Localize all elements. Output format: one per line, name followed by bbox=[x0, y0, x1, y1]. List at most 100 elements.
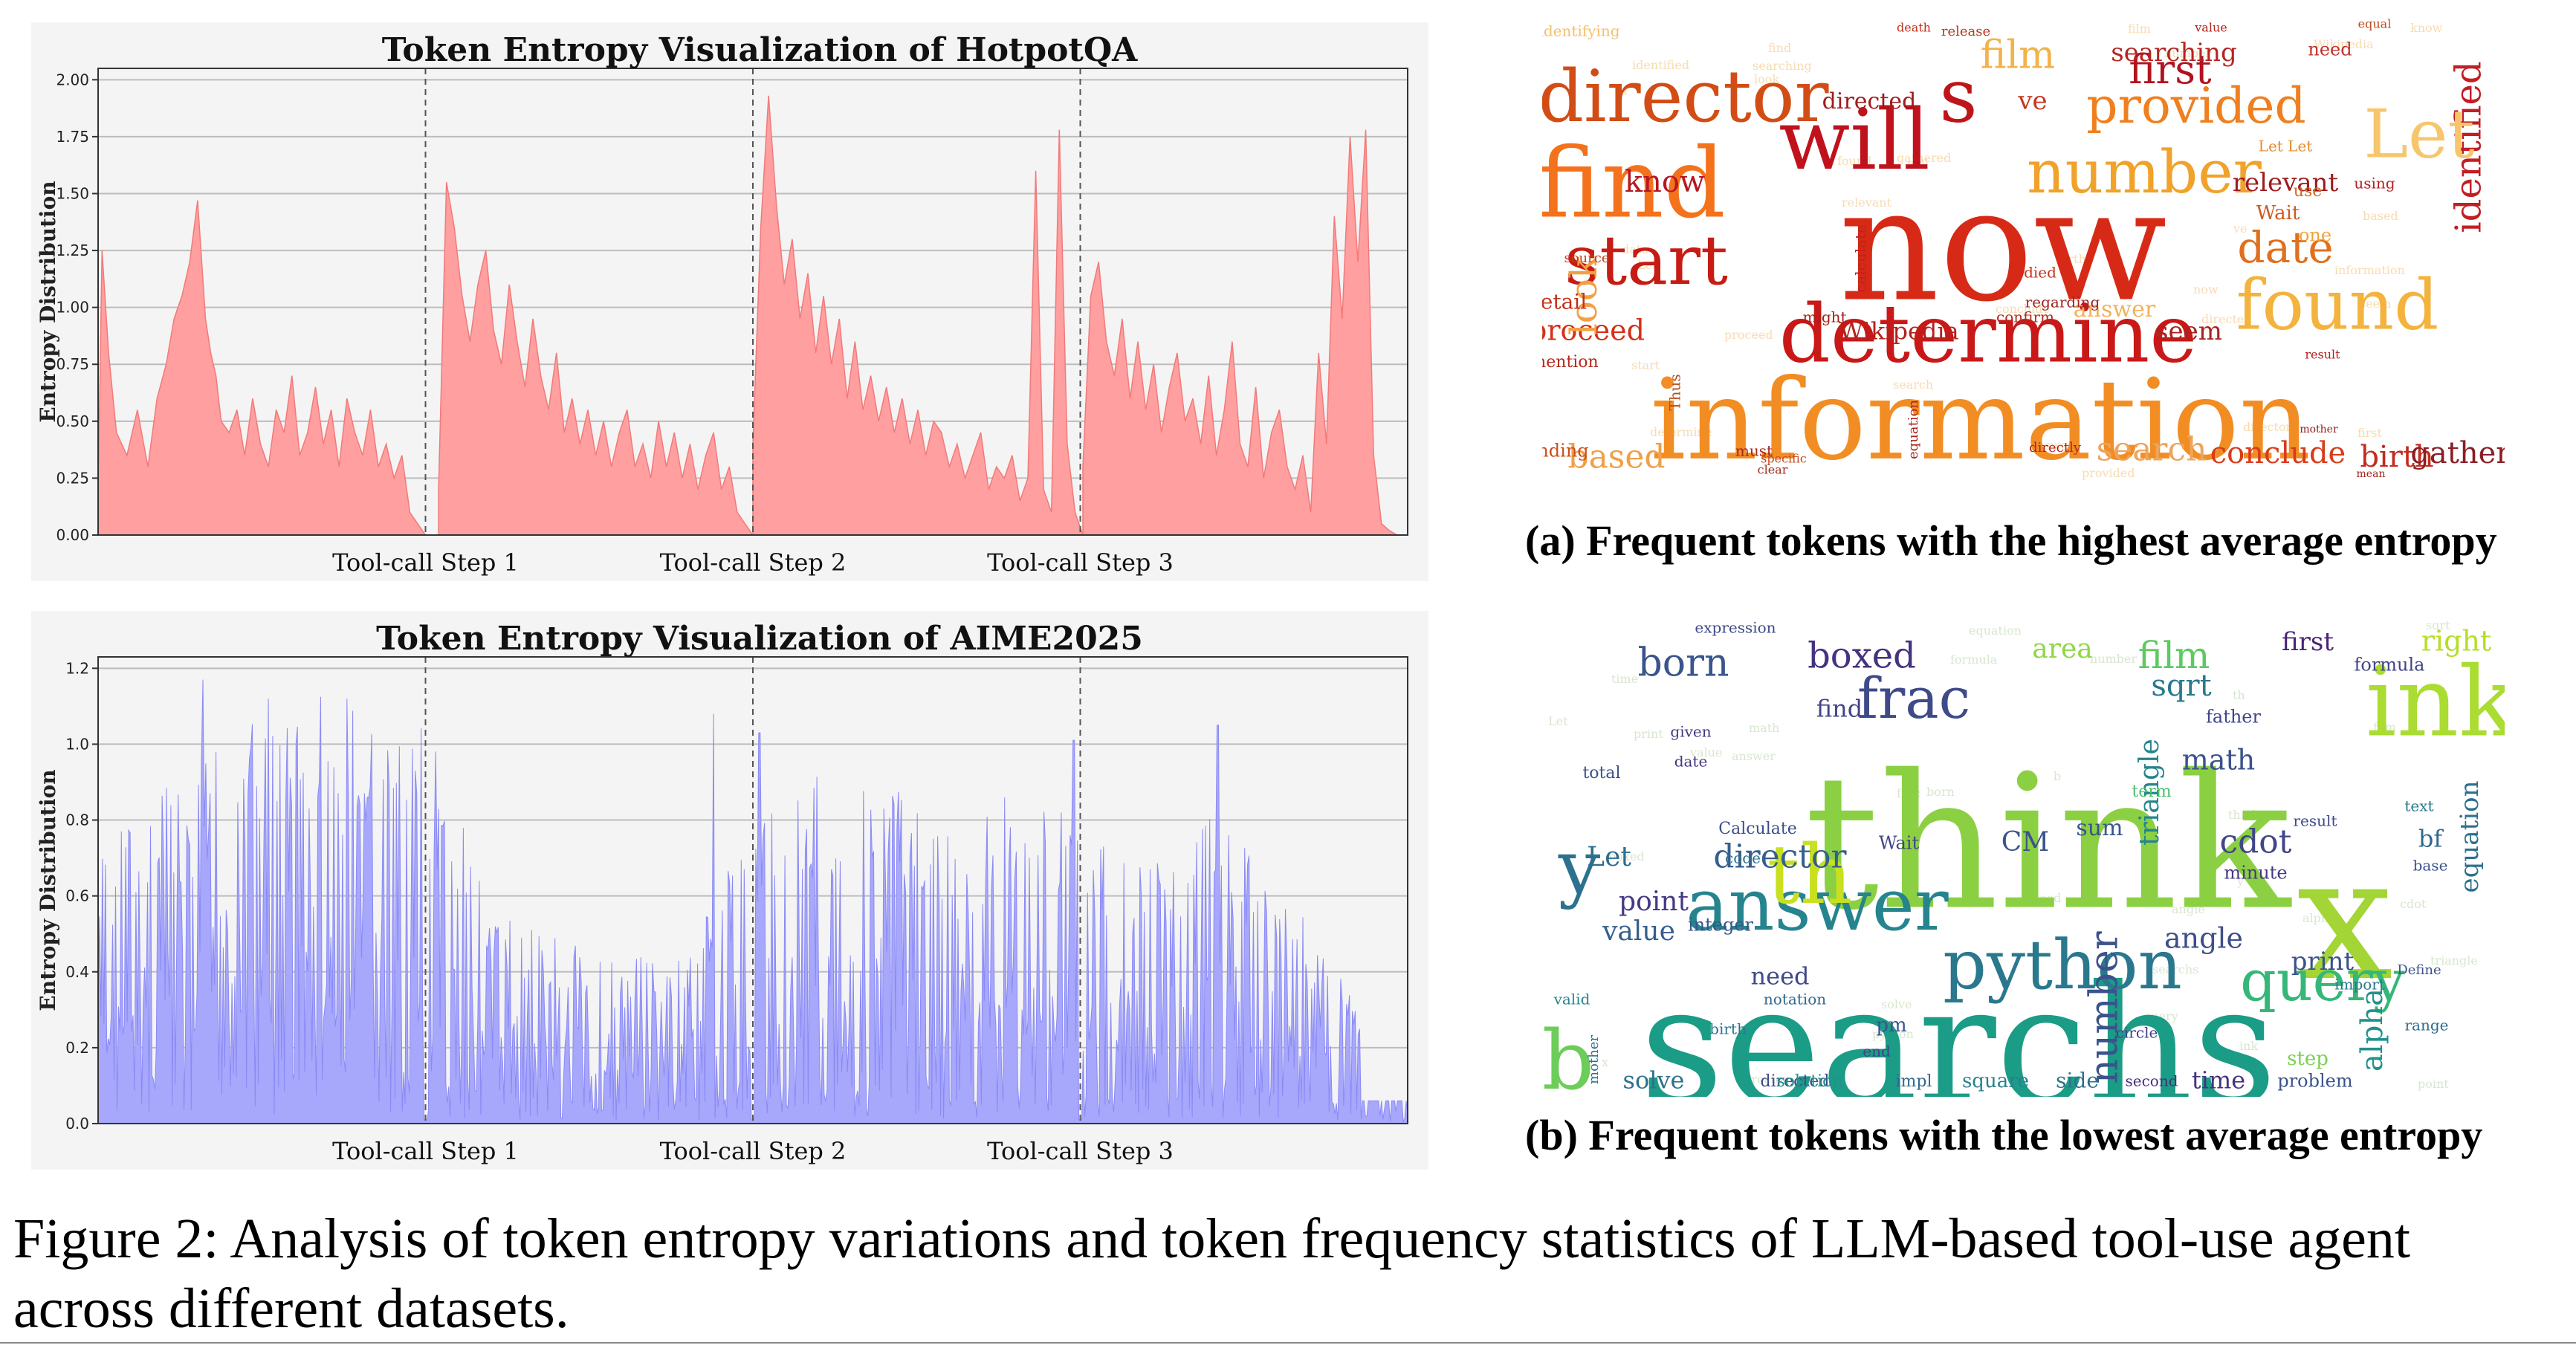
background-word: date bbox=[1622, 242, 1648, 256]
cloud-word: calculate bbox=[1852, 224, 1870, 293]
background-word: b bbox=[2054, 769, 2061, 783]
cloud-word: Let bbox=[2363, 95, 2474, 173]
background-word: conclude bbox=[1996, 302, 2050, 316]
cloud-word: bf bbox=[2418, 825, 2444, 853]
cloud-word: one bbox=[2299, 225, 2331, 246]
cloud-word: python bbox=[1943, 925, 2182, 1005]
background-word: search bbox=[1893, 377, 1933, 392]
cloud-word: print bbox=[2291, 947, 2355, 976]
cloud-word: b bbox=[1542, 1013, 1594, 1097]
y-tick-label: 0.2 bbox=[65, 1039, 89, 1057]
background-word: equation bbox=[1969, 623, 2022, 638]
area-segment bbox=[752, 95, 1084, 536]
cloud-word: math bbox=[2182, 744, 2255, 777]
cloud-word: step bbox=[2287, 1048, 2329, 1070]
wordcloud-canvas: thinksearchsxinkanswerpythonqueryfracthy… bbox=[1542, 618, 2505, 1097]
background-word: directed bbox=[2201, 312, 2252, 326]
background-word: born bbox=[1926, 785, 1955, 799]
y-tick-label: 0.25 bbox=[56, 469, 89, 487]
background-word: Wikipedia bbox=[2314, 37, 2374, 51]
cloud-word: director bbox=[1713, 838, 1847, 876]
background-word: time bbox=[1611, 672, 1638, 686]
background-word: number bbox=[2164, 46, 2211, 60]
background-word: frac bbox=[1897, 786, 1920, 800]
background-word: query bbox=[2143, 1009, 2178, 1023]
plot-frame bbox=[97, 656, 1408, 1124]
cloud-word: seem bbox=[2155, 317, 2222, 346]
cloud-word: base bbox=[2413, 857, 2448, 875]
cloud-word: text bbox=[2404, 797, 2433, 815]
y-tick-label: 0.00 bbox=[56, 526, 89, 544]
background-word: need bbox=[2032, 891, 2061, 905]
cloud-word: find bbox=[1542, 127, 1726, 240]
chart-area-series bbox=[97, 95, 1408, 536]
cloud-word: Thus bbox=[1666, 374, 1684, 410]
y-tick-label: 1.0 bbox=[65, 735, 89, 753]
cloud-word: import bbox=[2334, 976, 2385, 994]
cloud-word: given bbox=[1670, 723, 1711, 741]
cloud-word: y bbox=[1558, 824, 1601, 911]
background-word: searchs bbox=[2152, 962, 2198, 976]
y-tick-label: 1.75 bbox=[56, 128, 89, 146]
cloud-word: found bbox=[2236, 265, 2439, 346]
background-word: start bbox=[1631, 358, 1660, 372]
step-labels: Tool-call Step 1 Tool-call Step 2 Tool-cal… bbox=[332, 548, 1174, 577]
cloud-word: identified bbox=[2448, 61, 2490, 233]
cloud-word: birth bbox=[1709, 1020, 1747, 1038]
cloud-word: second bbox=[2125, 1072, 2178, 1090]
cloud-word: time bbox=[2192, 1066, 2245, 1095]
background-word: Let bbox=[1548, 714, 1568, 728]
cloud-word: result bbox=[2305, 348, 2340, 362]
cloud-word: term bbox=[2132, 782, 2171, 801]
cloud-word: source bbox=[1564, 250, 1609, 266]
step-label: Tool-call Step 1 bbox=[332, 548, 519, 577]
y-tick-label: 0.0 bbox=[65, 1115, 89, 1132]
cloud-word: boxed bbox=[1808, 635, 1916, 677]
y-tick-label: 0.8 bbox=[65, 811, 89, 829]
background-word: sqrt bbox=[2426, 618, 2450, 632]
cloud-word: look bbox=[1562, 256, 1605, 335]
background-word: now bbox=[2193, 282, 2219, 297]
cloud-word: mean bbox=[2357, 468, 2386, 480]
cloud-word: cdot bbox=[2220, 823, 2292, 861]
background-word: point bbox=[2418, 1077, 2449, 1091]
cloud-word: relevant bbox=[2233, 168, 2339, 198]
cloud-word: equation bbox=[2455, 781, 2485, 893]
background-word: find bbox=[1768, 41, 1791, 55]
cloud-word: determine bbox=[1779, 288, 2197, 380]
cloud-word: date bbox=[2237, 222, 2333, 273]
cloud-word: answer bbox=[2074, 297, 2156, 323]
cloud-word: ve bbox=[2017, 86, 2047, 116]
cloud-word: Let Let bbox=[2259, 137, 2313, 155]
cloud-word: based bbox=[1567, 438, 1665, 476]
cloud-word: result bbox=[2294, 812, 2337, 830]
background-word: formula bbox=[1950, 652, 1998, 667]
cloud-word: expression bbox=[1695, 619, 1776, 637]
hotpotqa-chart-panel: 0.00 0.25 0.50 0.75 1.00 1.25 1.50 1.75 2.00 Too… bbox=[31, 22, 1428, 581]
cloud-word: solve bbox=[1623, 1066, 1685, 1095]
background-word: solve bbox=[1881, 997, 1912, 1011]
cloud-word: circle bbox=[2116, 1024, 2158, 1042]
cloud-word: find bbox=[1816, 695, 1863, 723]
background-word: based bbox=[2363, 209, 2398, 223]
cloud-word: number bbox=[2027, 137, 2262, 207]
hotpotqa-entropy-chart: 0.00 0.25 0.50 0.75 1.00 1.25 1.50 1.75 2.00 Too… bbox=[36, 31, 1408, 577]
area-segment bbox=[97, 200, 427, 536]
cloud-word: area bbox=[2032, 634, 2092, 664]
background-word: value bbox=[1689, 745, 1722, 759]
cloud-word: sqrt bbox=[2151, 669, 2211, 703]
cloud-word: father bbox=[2206, 707, 2261, 728]
cloud-word: problem bbox=[2277, 1071, 2353, 1092]
background-word: answer bbox=[1732, 749, 1776, 763]
background-word: director bbox=[1740, 1072, 1789, 1086]
y-tick-label: 1.50 bbox=[56, 184, 89, 202]
cloud-word: specific bbox=[1761, 452, 1807, 466]
cloud-word: directed bbox=[1761, 1072, 1830, 1091]
cloud-word: regarding bbox=[2025, 294, 2100, 311]
cloud-word: first bbox=[2129, 46, 2212, 93]
background-word: python bbox=[1872, 1027, 1914, 1041]
cloud-word: now bbox=[1839, 155, 2166, 337]
background-word: information bbox=[2334, 263, 2405, 277]
figure-caption: Figure 2: Analysis of token entropy vari… bbox=[13, 1208, 2411, 1340]
cloud-word: know bbox=[1625, 165, 1705, 199]
